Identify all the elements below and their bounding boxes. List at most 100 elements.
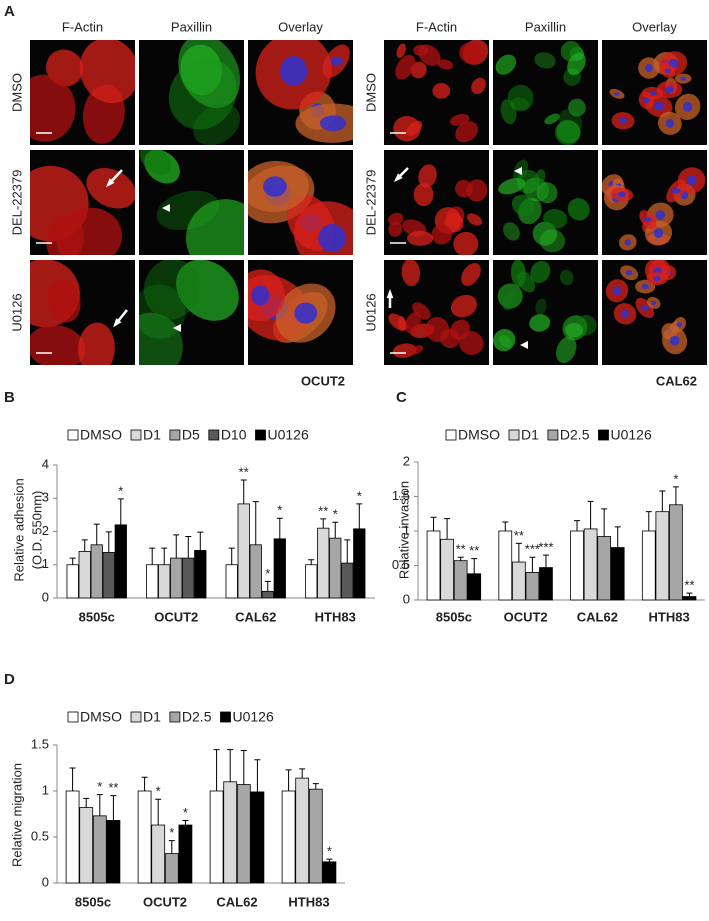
significance: * <box>156 784 161 799</box>
significance: *** <box>525 542 540 557</box>
cell <box>455 121 479 143</box>
bar <box>669 504 683 601</box>
nucleus <box>251 285 270 306</box>
cell <box>493 329 516 352</box>
y-tick-label: 2 <box>403 453 410 468</box>
error-bar <box>105 531 112 553</box>
legend-swatch <box>130 429 142 441</box>
error-bar <box>197 531 204 551</box>
error-bar <box>168 840 175 854</box>
nucleus <box>651 300 657 306</box>
cell <box>523 177 549 202</box>
cell <box>544 113 560 125</box>
arrow-head <box>393 173 403 183</box>
cells <box>168 40 241 145</box>
cell <box>395 54 416 80</box>
error-bar <box>659 490 666 512</box>
error-bar <box>502 521 509 531</box>
cell <box>30 325 86 365</box>
cell <box>398 316 406 331</box>
error-bar <box>240 479 247 504</box>
bar <box>250 791 265 884</box>
x-tick-label: CAL62 <box>577 609 618 624</box>
x-tick-label: CAL62 <box>235 609 276 624</box>
cells <box>30 165 135 255</box>
cell <box>567 52 586 76</box>
bar <box>146 564 159 599</box>
arrowhead-marker <box>173 324 181 332</box>
nucleus <box>318 224 347 253</box>
cells <box>388 164 488 255</box>
x-tick-label: OCUT2 <box>154 609 198 624</box>
cell <box>392 343 417 358</box>
bar <box>66 564 79 599</box>
legend-swatch <box>67 711 79 723</box>
legend-swatch <box>169 711 181 723</box>
error-bar <box>344 539 351 564</box>
error-bar <box>285 769 292 791</box>
cell <box>567 198 590 221</box>
cell <box>437 59 453 70</box>
y-tick-label: 3 <box>42 490 49 505</box>
cell <box>565 322 583 338</box>
bar <box>353 528 366 599</box>
cells <box>605 260 688 355</box>
error-bar <box>308 559 315 565</box>
bar <box>178 824 193 884</box>
bar <box>164 853 179 884</box>
significance: * <box>183 805 188 820</box>
legend-label: U0126 <box>232 709 273 725</box>
bar <box>102 552 115 599</box>
error-bar <box>155 798 162 826</box>
error-bar <box>672 486 679 505</box>
cell <box>178 40 241 109</box>
error-bar <box>185 535 192 559</box>
bar <box>329 537 342 599</box>
bar <box>610 547 625 601</box>
error-bar <box>444 518 451 540</box>
cell <box>79 40 135 104</box>
error-bar <box>471 558 478 574</box>
y-tick-label: 0 <box>42 589 49 604</box>
bar <box>308 788 323 884</box>
bar <box>295 777 310 884</box>
column-header: Paxillin <box>525 19 566 34</box>
legend-label: D2.5 <box>560 427 590 443</box>
cells <box>139 260 239 365</box>
bar <box>106 820 121 884</box>
row-label: DMSO <box>363 73 378 112</box>
significance: * <box>118 483 123 498</box>
y-tick-label: 0 <box>42 874 49 889</box>
cells <box>30 260 115 365</box>
bar <box>90 544 103 599</box>
x-tick-label: HTH83 <box>288 894 329 909</box>
cell <box>498 177 526 195</box>
nucleus <box>676 322 683 327</box>
error-bar <box>645 511 652 531</box>
bar <box>655 511 670 601</box>
y-tick-label: 0.5 <box>31 828 49 843</box>
cell <box>502 292 517 311</box>
cell <box>407 230 434 246</box>
cells <box>609 51 701 135</box>
cell <box>388 212 404 225</box>
cell <box>401 260 421 287</box>
panel-label: D <box>4 671 15 688</box>
nucleus <box>664 86 674 94</box>
arrow-head <box>105 178 115 188</box>
significance: ** <box>456 542 466 557</box>
error-bar <box>240 750 247 785</box>
cell <box>139 150 172 176</box>
error-bar <box>529 556 536 573</box>
y-tick-label: 0 <box>403 591 410 606</box>
error-bar <box>264 580 271 592</box>
bar <box>114 524 127 599</box>
bar <box>65 790 80 884</box>
cell <box>535 298 547 316</box>
error-bar <box>276 517 283 539</box>
significance: * <box>97 779 102 794</box>
legend-label: D5 <box>182 427 200 443</box>
legend-label: D1 <box>143 427 161 443</box>
bar <box>305 564 318 599</box>
